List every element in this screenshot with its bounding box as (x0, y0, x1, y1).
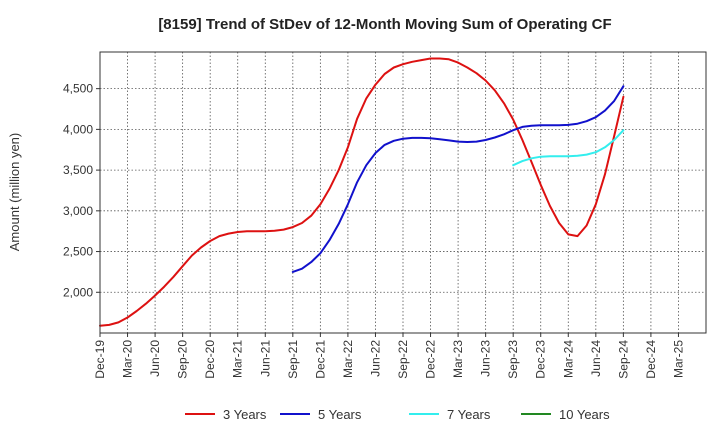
y-axis-ticks: 2,000 2,500 3,000 3,500 4,000 4,500 (63, 82, 100, 299)
x-tick-label: Sep-24 (616, 340, 630, 379)
x-tick-label: Sep-23 (506, 340, 520, 379)
x-tick-label: Mar-25 (671, 340, 685, 378)
y-tick-label: 4,000 (63, 122, 93, 136)
series-line-3-years (99, 57, 625, 327)
x-tick-label: Jun-21 (258, 340, 272, 377)
grid (99, 52, 706, 333)
x-tick-label: Jun-20 (148, 340, 162, 377)
legend-label-5-years: 5 Years (318, 407, 362, 422)
x-tick-label: Jun-23 (479, 340, 493, 377)
x-tick-label: Mar-21 (231, 340, 245, 378)
y-tick-label: 4,500 (63, 82, 93, 96)
x-tick-label: Sep-22 (396, 340, 410, 379)
x-tick-label: Jun-22 (368, 340, 382, 377)
x-tick-label: Mar-24 (561, 340, 575, 378)
y-axis-label: Amount (million yen) (7, 133, 22, 252)
x-tick-label: Jun-24 (589, 340, 603, 377)
x-tick-label: Sep-20 (176, 340, 190, 379)
chart-title: [8159] Trend of StDev of 12-Month Moving… (158, 16, 611, 33)
x-tick-label: Dec-19 (93, 340, 107, 379)
x-tick-label: Dec-23 (534, 340, 548, 379)
y-tick-label: 3,500 (63, 163, 93, 177)
x-tick-label: Mar-23 (451, 340, 465, 378)
x-tick-label: Dec-22 (424, 340, 438, 379)
x-tick-label: Dec-24 (644, 340, 658, 379)
x-tick-label: Sep-21 (286, 340, 300, 379)
series-line-5-years (291, 85, 625, 273)
y-tick-label: 2,500 (63, 245, 93, 259)
series-line-7-years (512, 129, 625, 167)
legend-label-3-years: 3 Years (223, 407, 267, 422)
x-tick-label: Mar-22 (341, 340, 355, 378)
y-tick-label: 3,000 (63, 204, 93, 218)
x-axis-ticks: Dec-19 Mar-20 Jun-20 Sep-20 Dec-20 Mar-21 Jun-… (93, 333, 685, 379)
legend-label-10-years: 10 Years (559, 407, 610, 422)
legend: 3 Years 5 Years 7 Years 10 Years (185, 407, 610, 422)
x-tick-label: Dec-21 (313, 340, 327, 379)
x-tick-label: Dec-20 (203, 340, 217, 379)
legend-label-7-years: 7 Years (447, 407, 491, 422)
series-lines (99, 57, 625, 327)
y-tick-label: 2,000 (63, 285, 93, 299)
x-tick-label: Mar-20 (121, 340, 135, 378)
